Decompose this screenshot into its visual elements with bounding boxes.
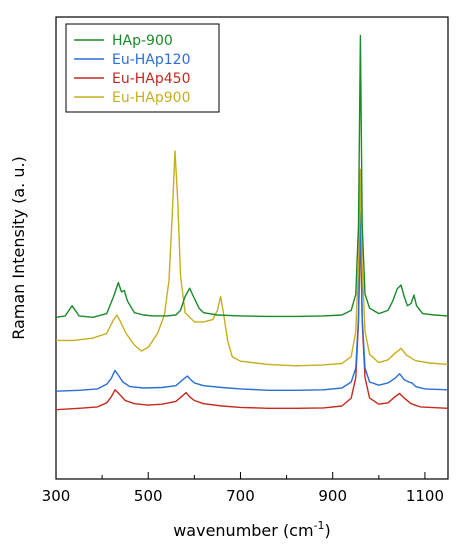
x-tick-label: 1100 [406, 487, 444, 505]
legend-label: Eu-HAp900 [112, 90, 190, 106]
y-axis-title: Raman Intensity (a. u.) [9, 156, 28, 340]
x-axis-title-superscript: -1 [314, 519, 325, 532]
x-tick-label: 500 [134, 487, 163, 505]
legend: HAp-900 Eu-HAp120 Eu-HAp450 Eu-HAp900 [65, 23, 220, 113]
series-line-eu-hap900 [56, 150, 449, 367]
series-line-eu-hap120 [55, 210, 449, 392]
legend-label: Eu-HAp120 [112, 52, 190, 68]
plot-frame [55, 16, 449, 480]
legend-label: Eu-HAp450 [112, 71, 190, 87]
x-axis-ticks: 300 500 700 900 1100 [42, 472, 444, 505]
legend-label: HAp-900 [112, 33, 173, 49]
x-axis-title-close: ) [325, 521, 331, 540]
x-tick-label: 900 [318, 487, 347, 505]
legend-entries: HAp-900 Eu-HAp120 Eu-HAp450 Eu-HAp900 [74, 33, 190, 106]
x-tick-label: 700 [226, 487, 255, 505]
series-line-hap-900 [55, 34, 449, 318]
x-axis-title-main: wavenumber (cm [173, 521, 313, 540]
x-axis-title: wavenumber (cm-1) [173, 519, 331, 540]
series-layer [55, 34, 449, 411]
x-tick-label: 300 [42, 487, 71, 505]
series-line-eu-hap450 [55, 224, 449, 411]
